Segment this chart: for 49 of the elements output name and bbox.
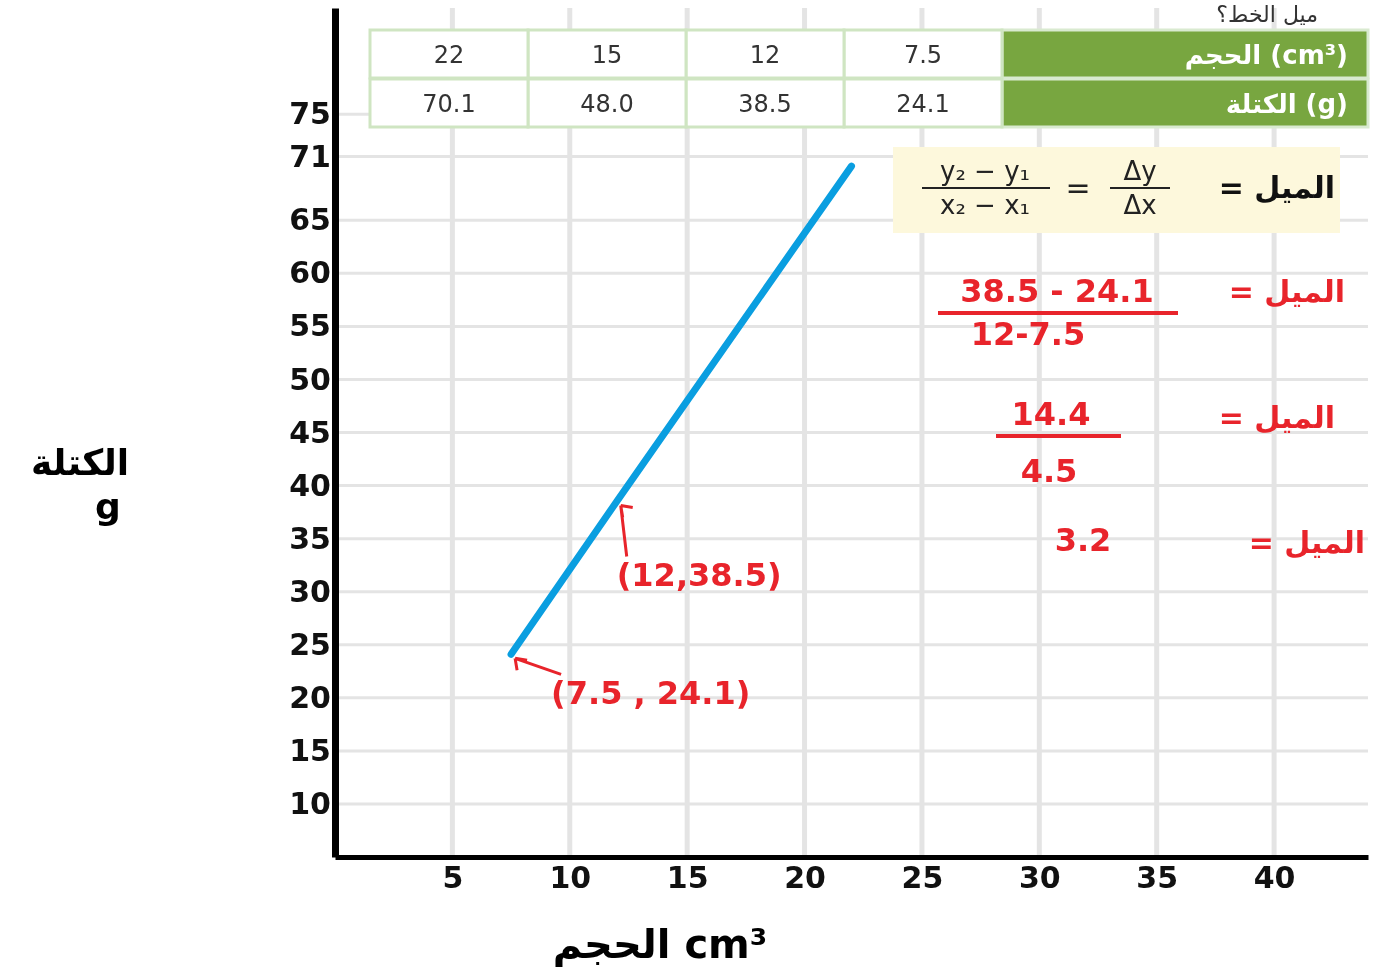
annotation: 38.5 xyxy=(738,90,792,118)
annotation: 70.1 xyxy=(422,90,476,118)
annotation: (12,38.5) xyxy=(616,556,782,595)
annotation: الميل = xyxy=(1218,400,1335,435)
y-tick-label: 25 xyxy=(289,626,331,662)
x-tick-label: 30 xyxy=(1018,860,1061,896)
annotation: 7.5 xyxy=(903,41,943,69)
annotation: 12-7.5 xyxy=(970,315,1086,353)
y-tick-label: 60 xyxy=(289,255,331,291)
y-tick-label: 45 xyxy=(289,414,331,450)
annotation: الميل = xyxy=(1218,170,1335,205)
y-tick-label: 75 xyxy=(289,96,331,132)
y-tick-label: 30 xyxy=(289,573,331,609)
x-tick-label: 15 xyxy=(666,860,709,896)
y-tick-label: 71 xyxy=(289,138,331,174)
annotation: 48.0 xyxy=(580,90,634,118)
annotation: الكتلة (g) xyxy=(1225,89,1348,119)
y-tick-label: 20 xyxy=(289,679,331,715)
annotation: x₂ − x₁ xyxy=(940,190,1030,220)
x-tick-label: 20 xyxy=(784,860,826,896)
y-tick-label: 65 xyxy=(289,202,331,238)
y-tick-label: 10 xyxy=(289,786,331,822)
annotation: 14.4 xyxy=(1011,395,1091,433)
annotation: 4.5 xyxy=(1020,452,1078,490)
y-tick-label: 35 xyxy=(289,520,331,556)
annotation: (7.5 , 24.1) xyxy=(551,674,751,713)
x-tick-label: 40 xyxy=(1253,860,1296,896)
annotation: الميل = xyxy=(1248,525,1365,560)
annotation: 38.5 - 24.1 xyxy=(960,272,1154,310)
y-tick-label: 40 xyxy=(289,467,331,503)
annotation: Δy xyxy=(1123,156,1157,186)
y-tick-label: 55 xyxy=(289,308,331,344)
annotation: الميل = xyxy=(1228,274,1345,309)
chart-title: ميل الخط؟ xyxy=(1216,2,1318,27)
annotation: 15 xyxy=(591,41,623,69)
annotation: Δx xyxy=(1123,190,1157,220)
annotation: 12 xyxy=(749,41,781,69)
x-tick-label: 35 xyxy=(1136,860,1179,896)
x-tick-label: 25 xyxy=(901,860,944,896)
annotation: = xyxy=(1065,170,1091,205)
annotation: y₂ − y₁ xyxy=(940,156,1030,186)
x-tick-label: 5 xyxy=(442,860,464,896)
annotation: 24.1 xyxy=(896,90,950,118)
y-tick-label: 50 xyxy=(289,361,331,397)
annotation: الحجم (cm³) xyxy=(1184,40,1348,70)
annotation: 3.2 xyxy=(1054,521,1112,559)
y-tick-label: 15 xyxy=(289,732,331,768)
x-tick-label: 10 xyxy=(549,860,592,896)
annotation: 22 xyxy=(433,41,465,69)
